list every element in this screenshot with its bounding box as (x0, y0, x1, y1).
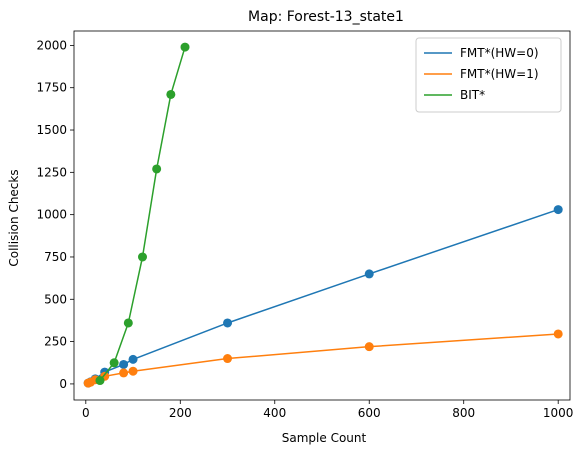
y-tick-label: 250 (44, 335, 67, 349)
plot-area: 0 200 400 600 800 1000 0 250 500 750 1000 1250 1500 1… (36, 30, 574, 420)
series-line-1 (87, 333, 559, 384)
data-point (364, 342, 374, 352)
y-tick-label: 500 (44, 292, 67, 306)
data-point (123, 318, 133, 328)
series-line-0 (87, 208, 559, 384)
legend-entry: FMT*(HW=1) (460, 67, 539, 81)
data-point (95, 376, 105, 386)
data-point (553, 329, 563, 339)
x-axis-label: Sample Count (282, 431, 367, 445)
data-point (166, 89, 176, 99)
data-point (128, 366, 138, 376)
data-point (152, 164, 162, 174)
data-point (553, 205, 563, 215)
data-point (364, 269, 374, 279)
x-tick-label: 1000 (543, 406, 574, 420)
y-tick-label: 1750 (36, 81, 67, 95)
data-point (119, 359, 129, 369)
data-point (128, 354, 138, 364)
legend-entry: BIT* (460, 88, 485, 102)
data-point (180, 42, 190, 52)
data-point (109, 358, 119, 368)
y-tick-label: 2000 (36, 38, 67, 52)
legend-entry: FMT*(HW=0) (460, 46, 539, 60)
x-tick-label: 200 (169, 406, 192, 420)
x-tick-label: 800 (452, 406, 475, 420)
y-tick-label: 1500 (36, 123, 67, 137)
y-tick-label: 1250 (36, 165, 67, 179)
data-point (137, 252, 147, 262)
x-tick-label: 400 (263, 406, 286, 420)
data-point (119, 368, 129, 378)
axes-frame (73, 30, 571, 401)
chart-title: Map: Forest-13_state1 (248, 9, 404, 25)
legend: FMT*(HW=0) FMT*(HW=1) BIT* (415, 37, 562, 113)
data-point (223, 318, 233, 328)
data-point (223, 354, 233, 364)
x-tick-label: 0 (82, 406, 90, 420)
y-tick-label: 0 (59, 377, 67, 391)
legend-box (415, 37, 562, 113)
x-tick-label: 600 (358, 406, 381, 420)
y-axis-label: Collision Checks (7, 169, 21, 266)
y-tick-label: 1000 (36, 208, 67, 222)
series-group (83, 42, 563, 388)
y-tick-label: 750 (44, 250, 67, 264)
